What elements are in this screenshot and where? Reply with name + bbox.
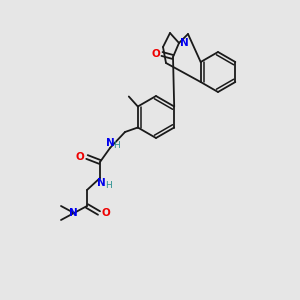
Text: N: N bbox=[180, 38, 188, 48]
Text: H: H bbox=[105, 182, 111, 190]
Text: N: N bbox=[106, 138, 114, 148]
Text: H: H bbox=[114, 142, 120, 151]
Text: O: O bbox=[102, 208, 110, 218]
Text: O: O bbox=[76, 152, 84, 162]
Text: O: O bbox=[152, 49, 160, 59]
Text: N: N bbox=[97, 178, 105, 188]
Text: N: N bbox=[69, 208, 77, 218]
